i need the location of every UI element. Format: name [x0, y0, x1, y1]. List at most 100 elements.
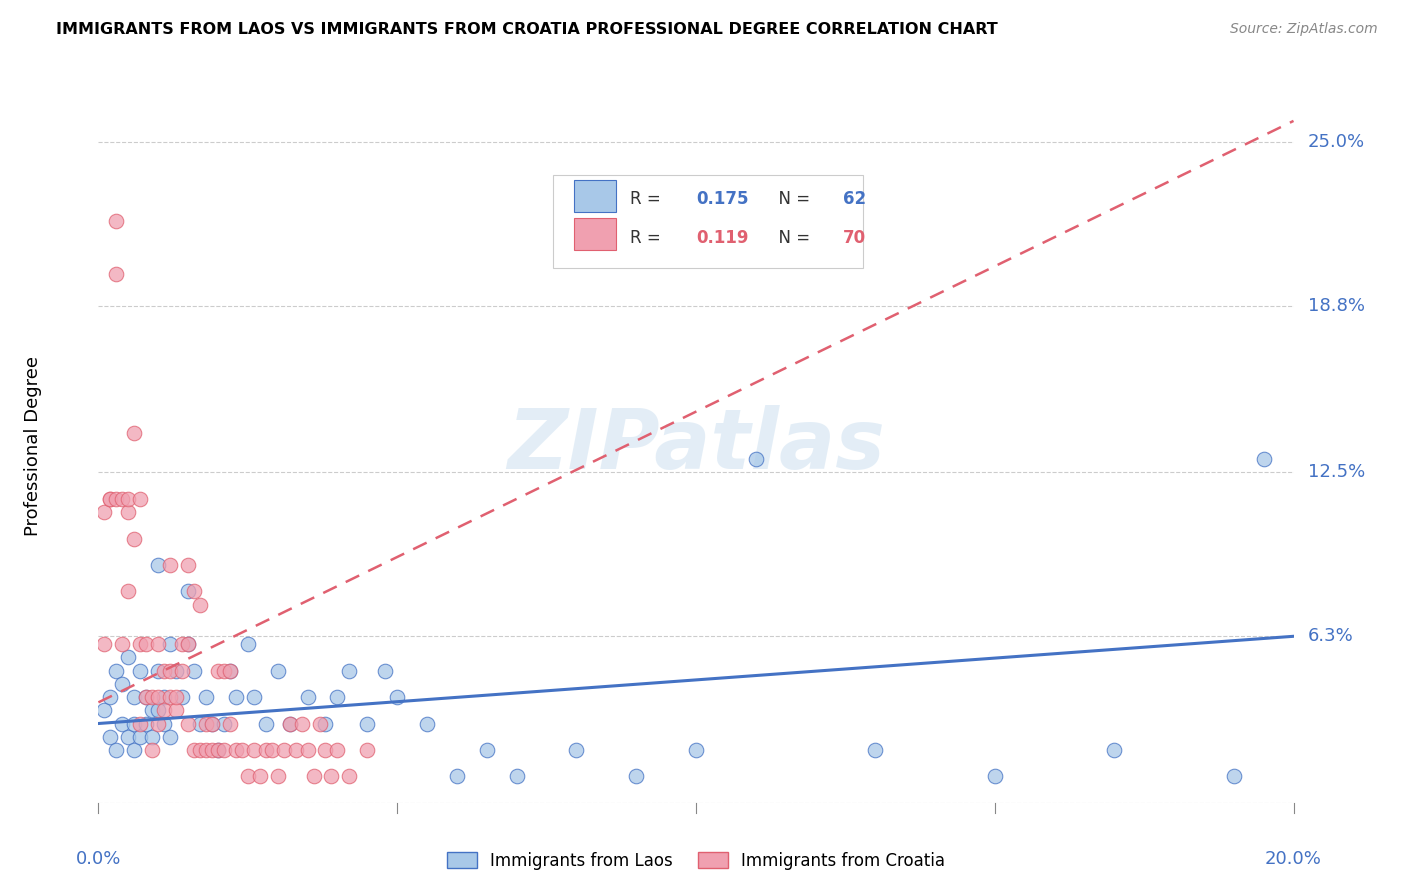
Point: [297, 743, 319, 757]
Text: ZIPatlas: ZIPatlas: [508, 406, 884, 486]
Point: [124, 425, 146, 440]
Point: [356, 743, 378, 757]
Point: [117, 584, 139, 599]
Point: [326, 690, 349, 704]
Point: [475, 743, 498, 757]
Point: [416, 716, 439, 731]
Point: [374, 664, 396, 678]
Point: [219, 664, 242, 678]
Legend: Immigrants from Laos, Immigrants from Croatia: Immigrants from Laos, Immigrants from Cr…: [440, 846, 952, 877]
Bar: [574, 219, 616, 251]
Point: [105, 664, 128, 678]
Point: [219, 664, 242, 678]
Text: 70: 70: [844, 228, 866, 246]
Point: [148, 637, 170, 651]
Point: [153, 690, 176, 704]
Point: [165, 703, 187, 717]
Text: IMMIGRANTS FROM LAOS VS IMMIGRANTS FROM CROATIA PROFESSIONAL DEGREE CORRELATION : IMMIGRANTS FROM LAOS VS IMMIGRANTS FROM …: [56, 22, 998, 37]
Point: [148, 558, 170, 572]
Point: [172, 690, 194, 704]
Point: [188, 743, 211, 757]
Point: [105, 491, 128, 506]
Point: [983, 769, 1005, 783]
Point: [117, 505, 139, 519]
Point: [141, 703, 163, 717]
Point: [315, 716, 337, 731]
Point: [148, 690, 170, 704]
Point: [308, 716, 330, 731]
Point: [153, 703, 176, 717]
Point: [194, 716, 218, 731]
Point: [236, 637, 259, 651]
Point: [356, 716, 378, 731]
Point: [225, 690, 247, 704]
Text: 18.8%: 18.8%: [1308, 297, 1365, 315]
Point: [105, 743, 128, 757]
Point: [177, 637, 200, 651]
Text: Professional Degree: Professional Degree: [24, 356, 42, 536]
Point: [315, 743, 337, 757]
Point: [153, 664, 176, 678]
Text: 0.119: 0.119: [696, 228, 748, 246]
Point: [188, 598, 211, 612]
Point: [201, 716, 224, 731]
Point: [188, 716, 211, 731]
Point: [135, 716, 157, 731]
Point: [194, 690, 218, 704]
Text: 0.0%: 0.0%: [76, 850, 121, 869]
Point: [93, 637, 115, 651]
Point: [201, 716, 224, 731]
Point: [254, 716, 277, 731]
Point: [267, 664, 290, 678]
Point: [1253, 452, 1275, 467]
Point: [865, 743, 887, 757]
Point: [685, 743, 707, 757]
Point: [129, 491, 152, 506]
Point: [243, 690, 266, 704]
Point: [207, 743, 229, 757]
Text: 6.3%: 6.3%: [1308, 627, 1354, 645]
Point: [177, 637, 200, 651]
Point: [98, 730, 122, 744]
Point: [93, 703, 115, 717]
Text: 25.0%: 25.0%: [1308, 133, 1365, 151]
Point: [321, 769, 343, 783]
Point: [93, 505, 115, 519]
Point: [124, 716, 146, 731]
Point: [506, 769, 529, 783]
Point: [194, 743, 218, 757]
Point: [254, 743, 277, 757]
Point: [446, 769, 468, 783]
Point: [219, 716, 242, 731]
Text: Source: ZipAtlas.com: Source: ZipAtlas.com: [1230, 22, 1378, 37]
Point: [172, 637, 194, 651]
Text: N =: N =: [768, 228, 815, 246]
Point: [236, 769, 259, 783]
Point: [207, 743, 229, 757]
Point: [1104, 743, 1126, 757]
Point: [165, 690, 187, 704]
Point: [326, 743, 349, 757]
Text: 0.175: 0.175: [696, 190, 748, 208]
Text: R =: R =: [630, 228, 666, 246]
Point: [135, 690, 157, 704]
Point: [231, 743, 253, 757]
Point: [117, 491, 139, 506]
Point: [243, 743, 266, 757]
Point: [135, 690, 157, 704]
Point: [129, 730, 152, 744]
Point: [172, 664, 194, 678]
Point: [159, 730, 181, 744]
Point: [177, 716, 200, 731]
Point: [159, 664, 181, 678]
Point: [105, 267, 128, 281]
Point: [129, 637, 152, 651]
Point: [159, 558, 181, 572]
Point: [183, 584, 205, 599]
Point: [165, 664, 187, 678]
Point: [111, 716, 134, 731]
Point: [201, 743, 224, 757]
Point: [278, 716, 301, 731]
Point: [339, 664, 360, 678]
Point: [183, 664, 205, 678]
